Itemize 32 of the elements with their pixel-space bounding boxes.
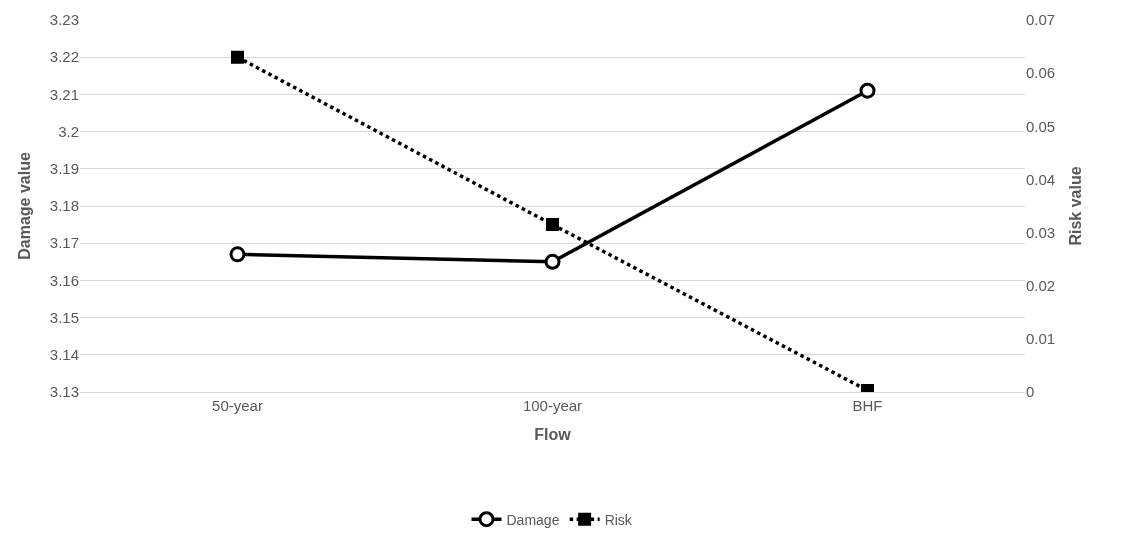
y-tick-label: 3.22	[49, 48, 79, 66]
y-tick-label: 3.21	[49, 85, 79, 103]
x-tick-label: 50-year	[212, 397, 263, 414]
y2-tick-label: 0.04	[1026, 170, 1056, 188]
y-axis-title: Damage value	[15, 152, 33, 260]
x-axis-title: Flow	[534, 425, 572, 443]
point	[859, 82, 876, 99]
point	[229, 246, 246, 263]
x-tick-label: BHF	[852, 397, 883, 414]
y-tick-label: 3.2	[58, 122, 79, 140]
x-tick-label: 100-year	[522, 397, 583, 414]
y-tick-label: 3.13	[49, 383, 79, 401]
point	[231, 50, 244, 64]
y-tick-label: 3.17	[49, 234, 79, 252]
legend-label: Damage	[506, 511, 560, 528]
y2-tick-label: 0	[1026, 383, 1035, 401]
y-tick-label: 3.18	[49, 197, 79, 215]
point	[546, 218, 559, 232]
y-tick-label: 3.19	[49, 160, 79, 178]
y-tick-label: 3.14	[49, 346, 79, 364]
y-tick-label: 3.15	[49, 308, 79, 326]
y2-tick-label: 0.07	[1026, 11, 1056, 29]
y2-tick-label: 0.02	[1026, 276, 1056, 294]
y-tick-label: 3.23	[49, 11, 79, 29]
legend-label: Risk	[604, 511, 633, 528]
y2-axis-title: Risk value	[1066, 166, 1084, 246]
y2-tick-label: 0.05	[1026, 117, 1056, 135]
y-tick-label: 3.16	[49, 271, 79, 289]
y2-tick-label: 0.01	[1026, 330, 1056, 348]
y2-tick-label: 0.03	[1026, 223, 1056, 241]
point	[544, 253, 561, 270]
y2-tick-label: 0.06	[1026, 64, 1056, 82]
